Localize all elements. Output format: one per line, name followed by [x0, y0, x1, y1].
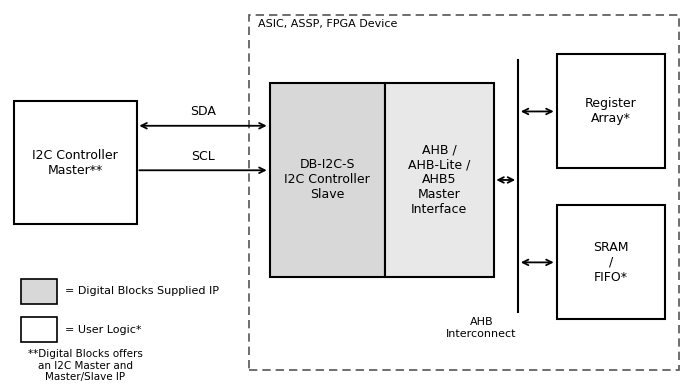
Text: SRAM
/
FIFO*: SRAM / FIFO* — [593, 241, 629, 284]
Text: = User Logic*: = User Logic* — [65, 325, 141, 335]
Bar — [556, 205, 665, 319]
Text: AHB /
AHB-Lite /
AHB5
Master
Interface: AHB / AHB-Lite / AHB5 Master Interface — [408, 144, 470, 216]
Bar — [270, 83, 385, 277]
Text: DB-I2C-S
I2C Controller
Slave: DB-I2C-S I2C Controller Slave — [284, 158, 370, 202]
Text: SDA: SDA — [190, 105, 216, 118]
Text: AHB
Interconnect: AHB Interconnect — [447, 317, 517, 339]
Text: = Digital Blocks Supplied IP: = Digital Blocks Supplied IP — [65, 286, 219, 296]
Bar — [556, 54, 665, 168]
Text: ASIC, ASSP, FPGA Device: ASIC, ASSP, FPGA Device — [258, 19, 397, 29]
Text: SCL: SCL — [191, 149, 215, 163]
Bar — [21, 279, 57, 304]
Bar — [385, 83, 494, 277]
Text: I2C Controller
Master**: I2C Controller Master** — [32, 149, 118, 176]
Bar — [248, 15, 679, 370]
Bar — [14, 101, 136, 224]
Bar — [21, 317, 57, 342]
Text: Register
Array*: Register Array* — [585, 97, 636, 125]
Text: **Digital Blocks offers
an I2C Master and
Master/Slave IP: **Digital Blocks offers an I2C Master an… — [28, 349, 143, 382]
